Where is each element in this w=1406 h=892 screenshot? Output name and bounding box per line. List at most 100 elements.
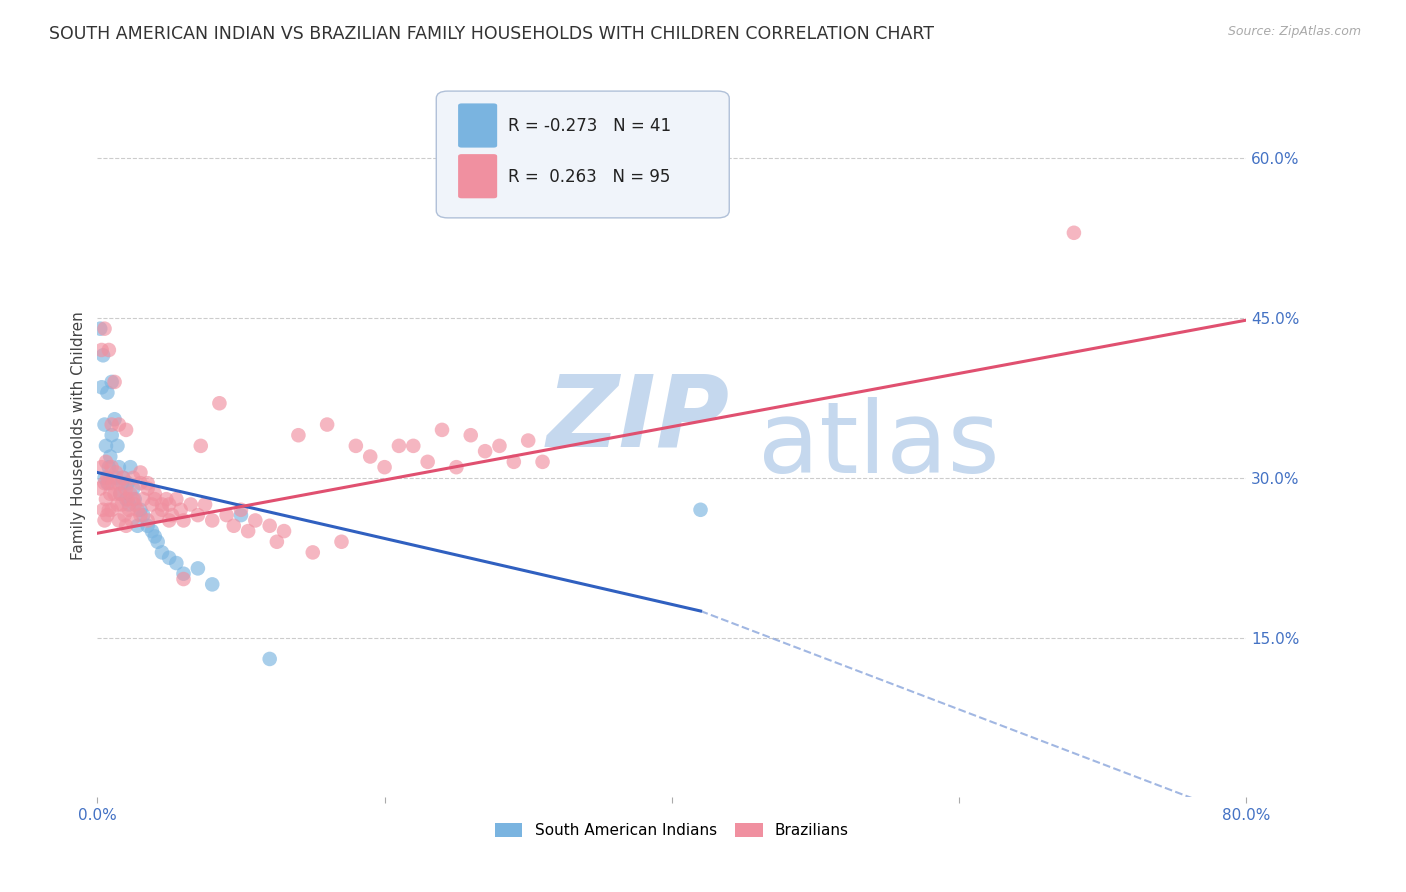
Point [115, 518, 138, 533]
Point [129, 466, 152, 480]
Point [97, 503, 120, 517]
Point [120, 460, 142, 475]
Point [89, 482, 111, 496]
Point [117, 476, 139, 491]
Point [531, 455, 554, 469]
Point [136, 476, 159, 491]
Point [136, 518, 159, 533]
Point [359, 450, 381, 464]
Point [141, 498, 163, 512]
Point [689, 503, 711, 517]
Point [108, 476, 131, 491]
Point [259, 518, 281, 533]
Point [129, 508, 152, 522]
Point [1063, 226, 1085, 240]
Point [129, 476, 152, 491]
Point [446, 460, 468, 475]
Point [173, 572, 195, 586]
Point [91, 348, 114, 362]
Point [103, 375, 125, 389]
Point [107, 439, 129, 453]
Point [93, 321, 115, 335]
Point [93, 471, 115, 485]
Text: Source: ZipAtlas.com: Source: ZipAtlas.com [1227, 25, 1361, 38]
Point [108, 417, 131, 432]
Point [330, 534, 353, 549]
Point [111, 476, 134, 491]
Point [165, 492, 187, 507]
Point [111, 498, 134, 512]
Point [122, 482, 145, 496]
Point [93, 417, 115, 432]
Point [122, 471, 145, 485]
Legend: South American Indians, Brazilians: South American Indians, Brazilians [489, 816, 855, 844]
Point [173, 566, 195, 581]
Point [105, 466, 128, 480]
Point [150, 545, 173, 559]
FancyBboxPatch shape [436, 91, 730, 218]
Point [114, 508, 136, 522]
Point [132, 492, 155, 507]
Point [90, 343, 112, 357]
Point [517, 434, 540, 448]
Point [105, 471, 128, 485]
FancyBboxPatch shape [458, 154, 498, 198]
Point [108, 513, 131, 527]
Point [150, 498, 173, 512]
Point [118, 498, 141, 512]
Point [190, 439, 212, 453]
Point [187, 508, 209, 522]
Point [236, 524, 259, 538]
Point [194, 498, 217, 512]
Point [97, 476, 120, 491]
Point [100, 428, 122, 442]
Point [245, 513, 267, 527]
Point [127, 503, 149, 517]
Point [146, 534, 169, 549]
Point [187, 561, 209, 575]
Point [100, 460, 122, 475]
Point [118, 503, 141, 517]
Text: ZIP: ZIP [547, 371, 730, 467]
Point [112, 471, 135, 485]
Point [287, 428, 309, 442]
Y-axis label: Family Households with Children: Family Households with Children [72, 310, 86, 559]
Point [150, 503, 173, 517]
Point [90, 460, 112, 475]
Point [173, 513, 195, 527]
Text: R = -0.273   N = 41: R = -0.273 N = 41 [508, 117, 671, 135]
Point [89, 321, 111, 335]
Point [402, 439, 425, 453]
Point [103, 487, 125, 501]
Point [110, 487, 132, 501]
Point [474, 444, 496, 458]
Point [127, 518, 149, 533]
Point [94, 439, 117, 453]
Point [430, 423, 453, 437]
Point [132, 508, 155, 522]
Point [96, 471, 118, 485]
Point [136, 482, 159, 496]
Point [121, 513, 143, 527]
FancyBboxPatch shape [458, 103, 498, 147]
Point [100, 503, 122, 517]
Point [94, 492, 117, 507]
Point [165, 556, 187, 570]
Point [157, 513, 180, 527]
Point [460, 428, 482, 442]
Point [266, 534, 288, 549]
Point [96, 385, 118, 400]
Point [129, 503, 152, 517]
Point [143, 487, 166, 501]
Point [141, 524, 163, 538]
Point [388, 439, 411, 453]
Point [100, 375, 122, 389]
Point [201, 577, 224, 591]
Point [416, 455, 439, 469]
Point [143, 529, 166, 543]
Point [301, 545, 323, 559]
Point [108, 460, 131, 475]
Point [100, 417, 122, 432]
Point [229, 508, 252, 522]
Point [93, 476, 115, 491]
